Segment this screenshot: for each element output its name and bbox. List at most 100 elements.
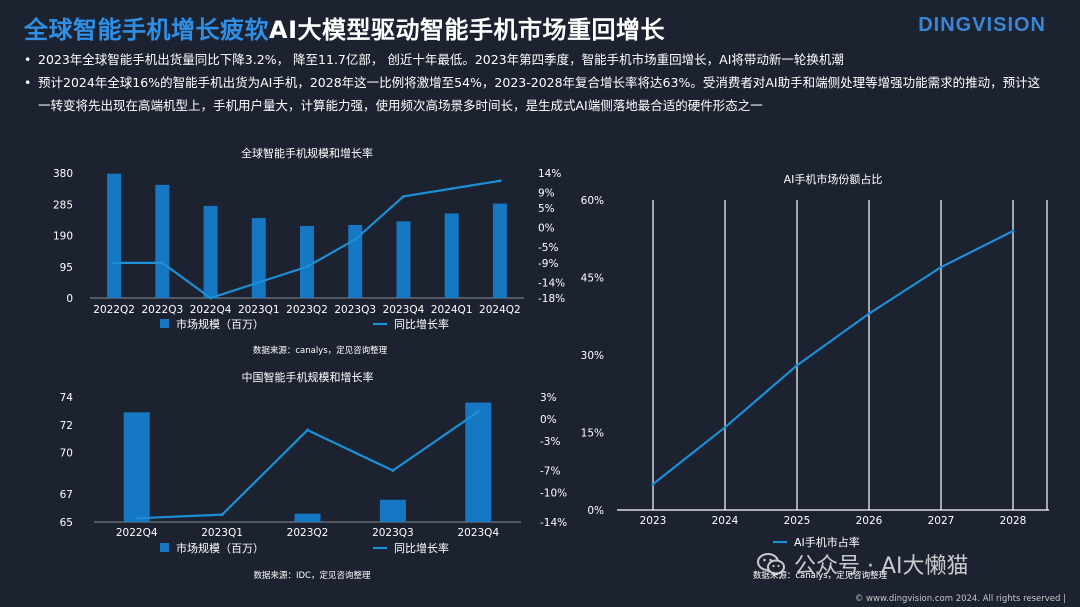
ai-line-point (867, 312, 871, 316)
china-y2-tick-label: -14% (540, 517, 567, 529)
ai-x-tick-label: 2028 (1000, 515, 1027, 527)
global-line-point (112, 261, 116, 265)
global-x-tick-label: 2022Q4 (190, 304, 232, 316)
global-y2-tick-label: -9% (538, 258, 558, 270)
ai-line-point (1011, 229, 1015, 233)
global-bar (300, 225, 314, 298)
page-title-accent: 全球智能手机增长疲软 (24, 16, 269, 44)
global-legend-line-label: 同比增长率 (394, 317, 449, 331)
global-y2-tick-label: 9% (538, 188, 555, 200)
china-y2-tick-label: 0% (540, 414, 557, 426)
global-y-tick-label: 95 (60, 262, 73, 274)
global-y2-tick-label: 0% (538, 223, 555, 235)
bullet-item: 预计2024年全球16%的智能手机出货为AI手机，2028年这一比例将激增至54… (20, 71, 1050, 117)
china-y-tick-label: 70 (60, 448, 73, 460)
global-x-tick-label: 2023Q1 (238, 304, 280, 316)
global-line-point (353, 237, 357, 241)
global-legend-bar-swatch (160, 319, 169, 328)
china-bar (123, 412, 150, 522)
global-line-point (209, 296, 213, 300)
wechat-watermark: 公众号 · AI大懒猫 (756, 548, 969, 580)
china-chart-title: 中国智能手机规模和增长率 (242, 370, 374, 384)
watermark-text: 公众号 · AI大懒猫 (794, 554, 969, 579)
ai-x-tick-label: 2027 (928, 515, 955, 527)
page-title-rest: AI大模型驱动智能手机市场重回增长 (269, 16, 666, 44)
global-line-point (160, 261, 164, 265)
global-bar (444, 213, 459, 298)
global-x-tick-label: 2023Q4 (383, 304, 425, 316)
ai-x-tick-label: 2024 (712, 515, 739, 527)
global-x-tick-label: 2024Q1 (431, 304, 473, 316)
ai-line-point (723, 425, 727, 429)
global-chart-title: 全球智能手机规模和增长率 (241, 146, 373, 160)
china-line-point (391, 469, 395, 473)
china-bar (379, 499, 406, 522)
china-x-tick-label: 2023Q1 (201, 527, 243, 539)
brand-logo: DINGVISION (918, 14, 1046, 36)
ai-line-point (939, 265, 943, 269)
china-legend-line-label: 同比增长率 (394, 541, 449, 555)
global-line-point (305, 265, 309, 269)
global-y-tick-label: 190 (53, 231, 73, 243)
china-line-point (135, 516, 139, 520)
wechat-icon (757, 553, 785, 575)
ai-y-tick-label: 30% (581, 350, 604, 362)
global-bar (348, 224, 363, 298)
global-x-tick-label: 2022Q2 (93, 304, 135, 316)
global-source-note: 数据来源：canalys，定见咨询整理 (253, 345, 388, 356)
ai-chart-title: AI手机市场份额占比 (784, 172, 883, 186)
ai-y-tick-label: 15% (581, 428, 604, 440)
global-bar (107, 173, 122, 298)
china-x-tick-label: 2023Q4 (457, 527, 499, 539)
china-source-note: 数据来源：IDC，定见咨询整理 (254, 570, 371, 581)
global-y-tick-label: 0 (66, 293, 73, 305)
china-y-tick-label: 72 (60, 420, 73, 432)
bullet-item: 2023年全球智能手机出货量同比下降3.2%， 降至11.7亿部， 创近十年最低… (20, 48, 1050, 71)
china-series-line (136, 410, 479, 520)
china-bar (294, 513, 321, 522)
global-bar (155, 184, 170, 298)
china-line-point (220, 513, 224, 517)
global-y2-tick-label: 14% (538, 168, 561, 180)
ai-x-tick-label: 2026 (856, 515, 883, 527)
ai-series-line (652, 230, 1014, 486)
china-y-tick-label: 67 (60, 489, 73, 501)
ai-legend-line-label: AI手机市占率 (794, 535, 860, 549)
china-bar (465, 402, 492, 522)
china-x-tick-label: 2022Q4 (116, 527, 158, 539)
global-y2-tick-label: -18% (538, 293, 565, 305)
global-x-tick-label: 2023Q2 (286, 304, 328, 316)
global-legend-bar-label: 市场规模（百万） (176, 317, 264, 331)
global-line-point (450, 187, 454, 191)
global-line-point (498, 179, 502, 183)
china-x-tick-label: 2023Q3 (372, 527, 414, 539)
global-line-point (257, 280, 261, 284)
global-bar (251, 218, 266, 298)
footer-copyright: © www.dingvision.com 2024. All rights re… (854, 594, 1066, 604)
china-y2-tick-label: -7% (540, 466, 560, 478)
china-x-tick-label: 2023Q2 (287, 527, 329, 539)
global-y-tick-label: 380 (53, 168, 73, 180)
global-bar (492, 203, 507, 298)
global-y-tick-label: 285 (53, 199, 73, 211)
ai-y-tick-label: 0% (587, 505, 604, 517)
ai-x-tick-label: 2023 (640, 515, 667, 527)
china-y-tick-label: 65 (60, 517, 73, 529)
global-line-point (401, 194, 405, 198)
global-x-tick-label: 2024Q2 (479, 304, 521, 316)
china-y2-tick-label: -3% (540, 436, 560, 448)
global-x-tick-label: 2023Q3 (334, 304, 376, 316)
global-y2-tick-label: 5% (538, 203, 555, 215)
global-bar (396, 221, 411, 298)
ai-source-note: 数据来源：canalys，定见咨询整理 (753, 570, 888, 581)
china-line-point (306, 428, 309, 432)
china-line-point (476, 410, 480, 414)
china-y-tick-label: 74 (60, 392, 74, 404)
global-y2-tick-label: -5% (538, 242, 558, 254)
ai-line-point (651, 482, 655, 486)
ai-line-point (795, 363, 799, 367)
china-legend-bar-label: 市场规模（百万） (176, 541, 264, 555)
ai-x-tick-label: 2025 (784, 515, 811, 527)
global-y2-tick-label: -14% (538, 277, 565, 289)
